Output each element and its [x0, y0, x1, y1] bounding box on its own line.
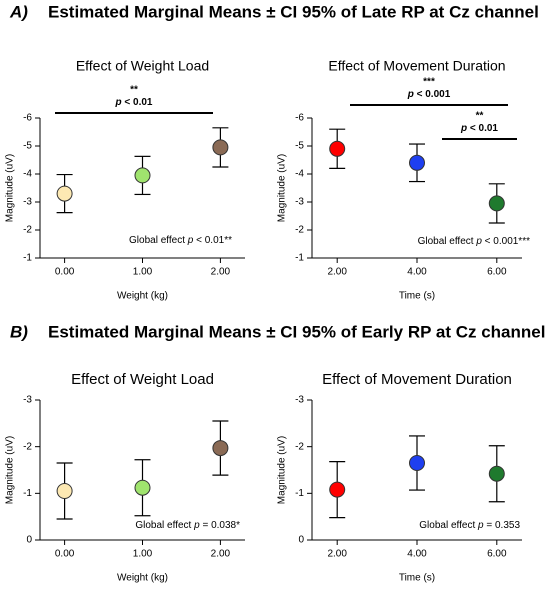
x-tick-label: 4.00 [407, 549, 427, 560]
panel-title: Estimated Marginal Means ± CI 95% of Lat… [48, 2, 539, 21]
p-value: < 0.01 [122, 97, 153, 108]
mean-point [56, 483, 73, 499]
y-tick-label: -1 [295, 488, 304, 499]
y-axis-label: Magnitude (uV) [5, 436, 16, 504]
global-effect-part: Global effect [129, 235, 188, 246]
significance-p: p < 0.01 [115, 97, 153, 108]
x-tick-label: 4.00 [407, 267, 427, 278]
significance-stars: ** [476, 111, 484, 122]
x-axis-label: Weight (kg) [117, 573, 168, 584]
mean-point [488, 465, 505, 482]
global-effect-part: = 0.038* [200, 520, 240, 531]
x-tick-label: 0.00 [55, 267, 75, 278]
global-effect-part: < 0.01** [193, 235, 232, 246]
mean-point [409, 154, 425, 171]
chart-title: Effect of Movement Duration [328, 58, 505, 74]
x-tick-label: 2.00 [211, 267, 231, 278]
global-effect-part: Global effect [418, 236, 477, 247]
x-axis-label: Time (s) [399, 573, 435, 584]
significance-stars: ** [130, 85, 138, 96]
x-tick-label: 6.00 [487, 549, 507, 560]
p-value: < 0.001 [414, 89, 451, 100]
mean-point [409, 455, 425, 471]
y-tick-label: -6 [23, 113, 32, 124]
mean-point [329, 481, 346, 498]
panel-label: B) [10, 322, 28, 341]
panel-label: A) [9, 2, 28, 21]
significance-stars: *** [423, 77, 435, 88]
y-tick-label: -3 [295, 197, 304, 208]
significance-p: p < 0.01 [460, 123, 498, 134]
global-effect-part: p [193, 520, 200, 531]
y-axis-label: Magnitude (uV) [5, 154, 16, 222]
y-tick-label: -1 [23, 488, 32, 499]
y-tick-label: 0 [298, 535, 304, 546]
x-tick-label: 0.00 [55, 549, 75, 560]
y-tick-label: -4 [295, 169, 304, 180]
global-effect: Global effect p < 0.01** [129, 235, 232, 246]
x-tick-label: 1.00 [133, 549, 153, 560]
global-effect-part: p [475, 236, 482, 247]
global-effect-part: < 0.001*** [482, 236, 530, 247]
x-axis-label: Time (s) [399, 291, 435, 302]
mean-point [329, 140, 346, 157]
global-effect-part: Global effect [419, 520, 478, 531]
y-tick-label: -3 [23, 395, 32, 406]
y-tick-label: -5 [295, 141, 304, 152]
global-effect: Global effect p = 0.038* [135, 520, 240, 531]
y-axis-label: Magnitude (uV) [277, 154, 288, 222]
global-effect-part: Global effect [135, 520, 194, 531]
mean-point [134, 167, 151, 184]
y-tick-label: -5 [23, 141, 32, 152]
y-tick-label: -3 [295, 395, 304, 406]
y-tick-label: -6 [295, 113, 304, 124]
y-tick-label: -2 [23, 225, 32, 236]
mean-point [488, 195, 505, 212]
y-tick-label: -3 [23, 197, 32, 208]
mean-point [134, 479, 151, 496]
y-tick-label: 0 [26, 535, 32, 546]
x-tick-label: 2.00 [327, 549, 347, 560]
x-axis-label: Weight (kg) [117, 291, 168, 302]
y-tick-label: -2 [295, 441, 304, 452]
global-effect: Global effect p < 0.001*** [418, 236, 531, 247]
x-tick-label: 2.00 [327, 267, 347, 278]
y-tick-label: -2 [23, 441, 32, 452]
global-effect-part: p [187, 235, 194, 246]
p-symbol: p [407, 89, 414, 100]
y-tick-label: -1 [23, 253, 32, 264]
mean-point [212, 440, 229, 457]
global-effect-part: = 0.353 [484, 520, 521, 531]
p-symbol: p [115, 97, 122, 108]
x-tick-label: 2.00 [211, 549, 231, 560]
y-tick-label: -4 [23, 169, 32, 180]
p-value: < 0.01 [467, 123, 498, 134]
chart-title: Effect of Weight Load [71, 371, 214, 388]
y-axis-label: Magnitude (uV) [277, 436, 288, 504]
x-tick-label: 1.00 [133, 267, 153, 278]
mean-point [56, 185, 73, 202]
significance-p: p < 0.001 [407, 89, 451, 100]
chart-title: Effect of Movement Duration [322, 371, 512, 388]
global-effect: Global effect p = 0.353 [419, 520, 520, 531]
mean-point [212, 139, 229, 156]
chart-title: Effect of Weight Load [76, 58, 209, 74]
y-tick-label: -1 [295, 253, 304, 264]
global-effect-part: p [477, 520, 484, 531]
y-tick-label: -2 [295, 225, 304, 236]
x-tick-label: 6.00 [487, 267, 507, 278]
p-symbol: p [460, 123, 467, 134]
panel-title: Estimated Marginal Means ± CI 95% of Ear… [48, 322, 545, 341]
